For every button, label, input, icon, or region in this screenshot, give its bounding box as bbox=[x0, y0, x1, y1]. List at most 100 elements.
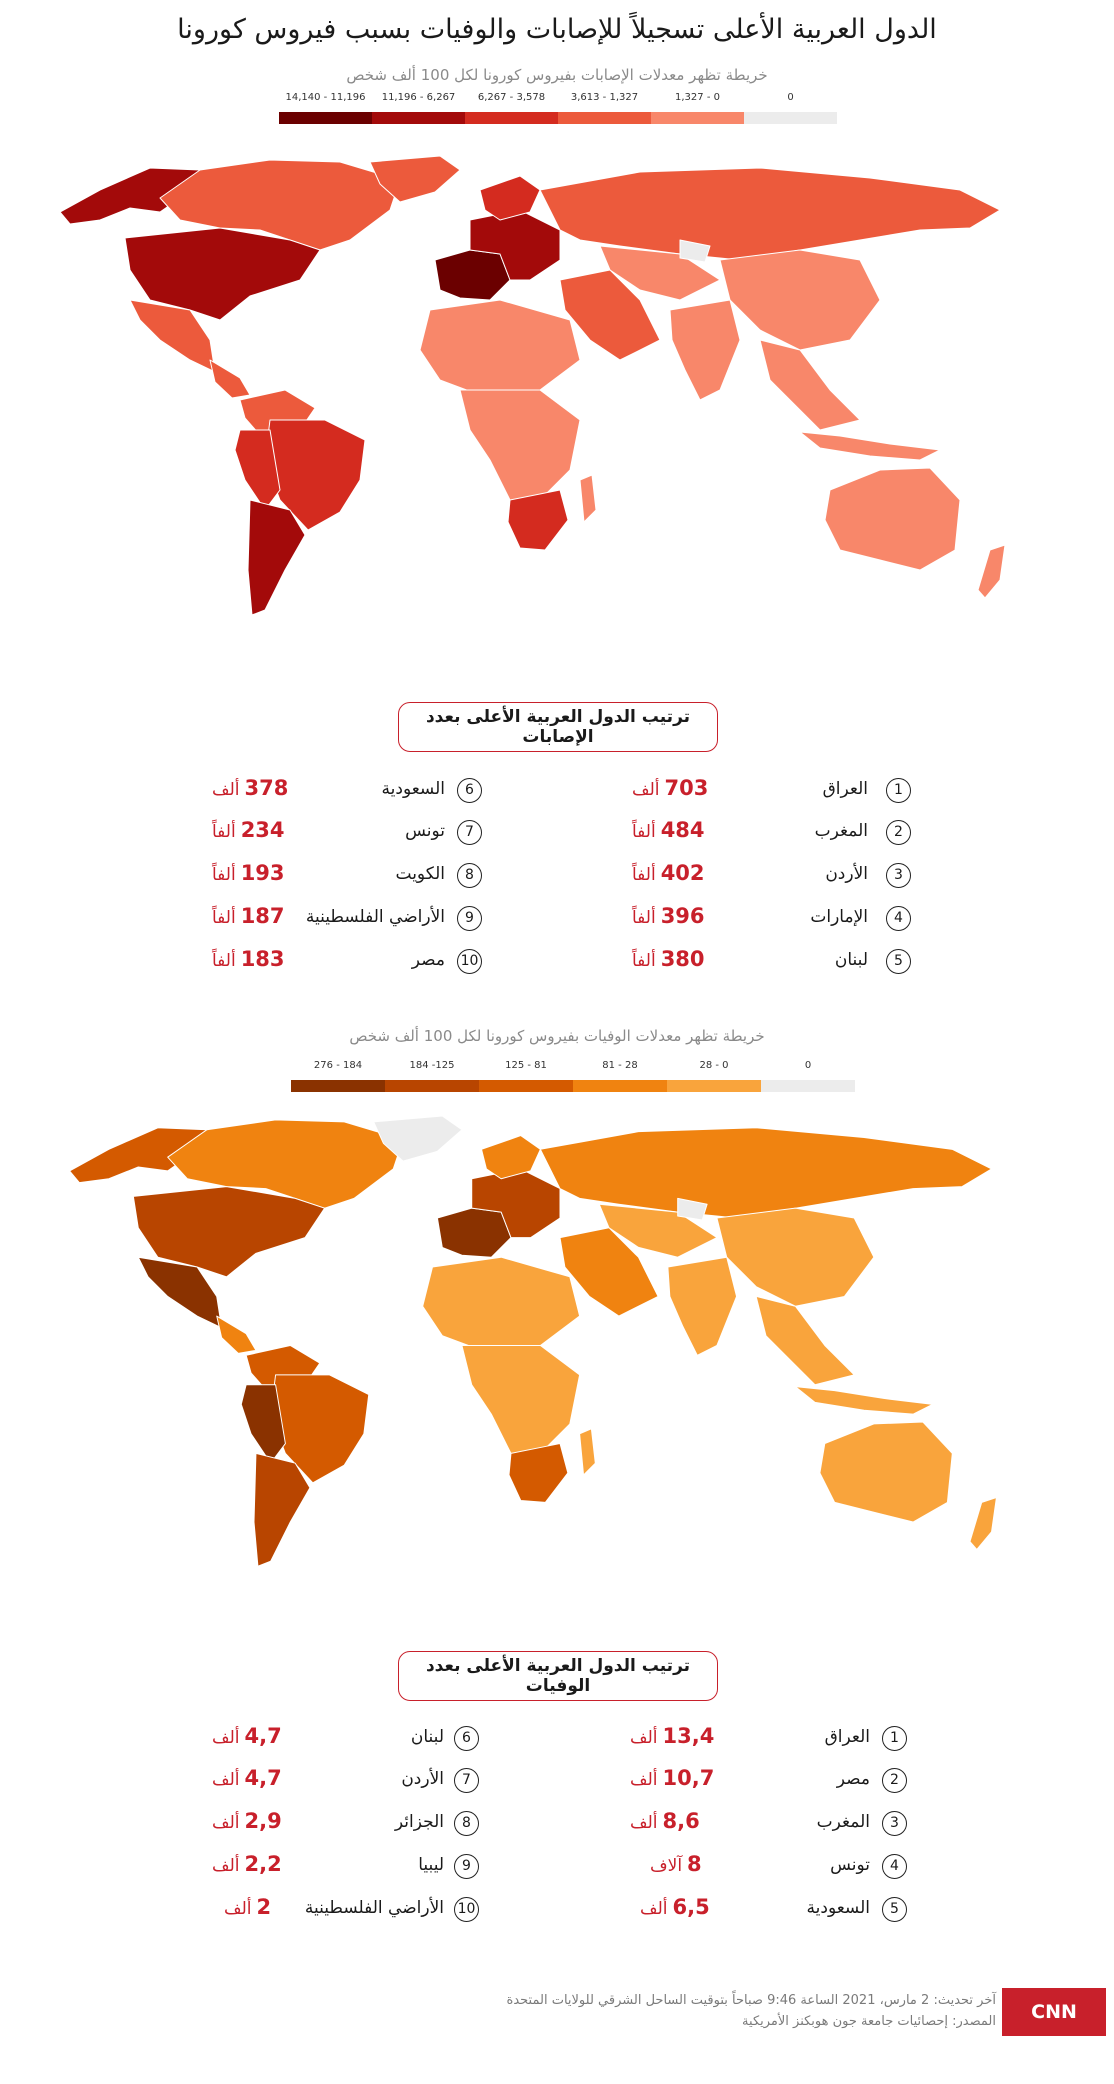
death-count: 10,7ألف bbox=[630, 1766, 715, 1790]
country-name: العراق bbox=[822, 779, 868, 799]
rank-badge: 2 bbox=[882, 1768, 907, 1793]
rank-badge: 8 bbox=[457, 863, 482, 888]
map-mexico bbox=[137, 1256, 223, 1329]
country-name: الإمارات bbox=[810, 907, 868, 927]
case-count: 703ألف bbox=[632, 776, 709, 800]
rank-badge: 10 bbox=[454, 1897, 479, 1922]
country-name: الكويت bbox=[395, 864, 446, 884]
cases-rank-10: 10 مصر 183ألفاً bbox=[200, 947, 500, 981]
map-china bbox=[719, 249, 881, 351]
case-count: 193ألفاً bbox=[212, 861, 285, 885]
map-north-africa bbox=[422, 1256, 581, 1351]
rank-badge: 5 bbox=[882, 1897, 907, 1922]
deaths-rank-2: 2 مصر 10,7ألف bbox=[620, 1766, 920, 1800]
rank-badge: 7 bbox=[457, 820, 482, 845]
footer-source: المصدر: إحصائيات جامعة جون هوبكنز الأمري… bbox=[742, 2014, 996, 2029]
map-new-zealand bbox=[969, 1497, 997, 1550]
map-australia bbox=[819, 1421, 953, 1523]
country-name: المغرب bbox=[814, 821, 868, 841]
map-indonesia bbox=[799, 431, 941, 461]
deaths-rank-10: 10 الأراضي الفلسطينية 2ألف bbox=[200, 1895, 500, 1929]
deaths-legend-seg-6: 0 bbox=[761, 1060, 855, 1092]
deaths-rank-6: 6 لبنان 4,7ألف bbox=[200, 1724, 500, 1758]
case-count: 484ألفاً bbox=[632, 818, 705, 842]
country-name: ليبيا bbox=[418, 1855, 444, 1875]
map-scandinavia bbox=[481, 1135, 541, 1180]
country-name: تونس bbox=[830, 1855, 870, 1875]
map-middle-east bbox=[559, 269, 661, 361]
map-india bbox=[667, 1256, 738, 1356]
map-middle-east bbox=[559, 1227, 659, 1317]
map-south-africa bbox=[508, 1443, 569, 1503]
cases-rank-7: 7 تونس 234ألفاً bbox=[200, 818, 500, 852]
case-count: 380ألفاً bbox=[632, 947, 705, 971]
rank-badge: 6 bbox=[454, 1726, 479, 1751]
case-count: 402ألفاً bbox=[632, 861, 705, 885]
cases-rank-2: 2 المغرب 484ألفاً bbox=[620, 818, 920, 852]
deaths-rank-9: 9 ليبيا 2,2ألف bbox=[200, 1852, 500, 1886]
country-name: الجزائر bbox=[394, 1812, 444, 1832]
map-russia bbox=[539, 1127, 993, 1219]
country-name: لبنان bbox=[410, 1727, 444, 1747]
country-name: مصر bbox=[836, 1769, 870, 1789]
map-argentina-chile bbox=[247, 499, 306, 616]
cases-rank-9: 9 الأراضي الفلسطينية 187ألفاً bbox=[200, 904, 500, 938]
map-central-africa bbox=[459, 389, 581, 501]
death-count: 4,7ألف bbox=[212, 1724, 282, 1748]
deaths-world-map bbox=[69, 1115, 997, 1567]
map-madagascar bbox=[579, 474, 597, 523]
rank-badge: 7 bbox=[454, 1768, 479, 1793]
cases-legend-seg-2: 11,196 - 6,267 bbox=[372, 92, 465, 124]
rank-badge: 1 bbox=[882, 1726, 907, 1751]
page-title: الدول العربية الأعلى تسجيلاً للإصابات وا… bbox=[177, 14, 937, 45]
country-name: الأراضي الفلسطينية bbox=[305, 907, 445, 927]
map-argentina-chile bbox=[253, 1452, 311, 1567]
cases-legend: 14,140 - 11,196 11,196 - 6,267 6,267 - 3… bbox=[279, 92, 837, 124]
deaths-rank-7: 7 الأردن 4,7ألف bbox=[200, 1766, 500, 1800]
cases-rank-3: 3 الأردن 402ألفاً bbox=[620, 861, 920, 895]
country-name: الأراضي الفلسطينية bbox=[304, 1898, 444, 1918]
death-count: 4,7ألف bbox=[212, 1766, 282, 1790]
country-name: المغرب bbox=[816, 1812, 870, 1832]
rank-badge: 9 bbox=[457, 906, 482, 931]
rank-badge: 2 bbox=[886, 820, 911, 845]
cases-legend-seg-6: 0 bbox=[744, 92, 837, 124]
cases-rank-1: 1 العراق 703ألف bbox=[620, 776, 920, 810]
map-no-data-region bbox=[677, 1197, 708, 1221]
country-name: مصر bbox=[411, 950, 445, 970]
country-name: لبنان bbox=[834, 950, 868, 970]
case-count: 187ألفاً bbox=[212, 904, 285, 928]
map-scandinavia bbox=[479, 175, 541, 221]
footer-updated: آخر تحديث: 2 مارس، 2021 الساعة 9:46 صباح… bbox=[506, 1993, 996, 2008]
deaths-legend-seg-2: 184 -125 bbox=[385, 1060, 479, 1092]
rank-badge: 6 bbox=[457, 778, 482, 803]
country-name: تونس bbox=[405, 821, 445, 841]
map-indonesia bbox=[794, 1386, 934, 1415]
map-new-zealand bbox=[977, 544, 1006, 599]
map-russia bbox=[539, 167, 1001, 261]
map-usa bbox=[124, 227, 321, 321]
map-southeast-asia bbox=[759, 339, 861, 431]
map-india bbox=[669, 299, 741, 401]
cases-legend-seg-1: 14,140 - 11,196 bbox=[279, 92, 372, 124]
rank-badge: 8 bbox=[454, 1811, 479, 1836]
cases-world-map bbox=[59, 155, 1006, 616]
cases-map-subtitle: خريطة تظهر معدلات الإصابات بفيروس كورونا… bbox=[346, 66, 768, 84]
country-name: الأردن bbox=[401, 1769, 444, 1789]
deaths-map-subtitle: خريطة تظهر معدلات الوفيات بفيروس كورونا … bbox=[349, 1027, 765, 1045]
deaths-rank-3: 3 المغرب 8,6ألف bbox=[620, 1809, 920, 1843]
deaths-rank-1: 1 العراق 13,4ألف bbox=[620, 1724, 920, 1758]
cases-ranking-heading: ترتيب الدول العربية الأعلى بعدد الإصابات bbox=[398, 702, 718, 752]
map-china bbox=[716, 1207, 875, 1307]
rank-badge: 3 bbox=[886, 863, 911, 888]
death-count: 13,4ألف bbox=[630, 1724, 715, 1748]
case-count: 396ألفاً bbox=[632, 904, 705, 928]
map-madagascar bbox=[579, 1428, 596, 1476]
deaths-legend-seg-1: 276 - 184 bbox=[291, 1060, 385, 1092]
rank-badge: 10 bbox=[457, 949, 482, 974]
deaths-legend: 276 - 184 184 -125 125 - 81 81 - 28 28 -… bbox=[291, 1060, 855, 1092]
map-europe-west bbox=[434, 249, 511, 301]
map-australia bbox=[824, 467, 961, 571]
deaths-ranking-heading: ترتيب الدول العربية الأعلى بعدد الوفيات bbox=[398, 1651, 718, 1701]
rank-badge: 3 bbox=[882, 1811, 907, 1836]
